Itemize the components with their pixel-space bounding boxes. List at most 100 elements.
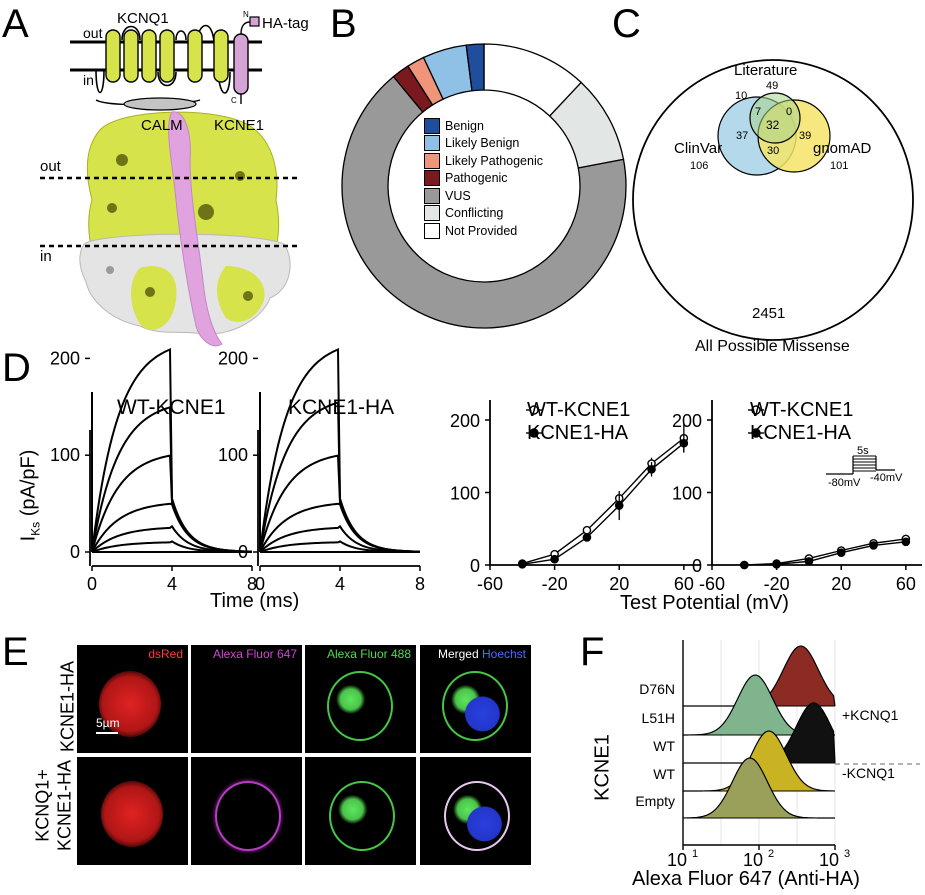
y-tick-label: 200 <box>672 411 702 431</box>
flow-histograms: D76N L51H WT WT Empty 10 1 10 2 10 3 <box>635 640 920 870</box>
legend-marker-filled <box>751 428 761 438</box>
y-tick-label: 100 <box>672 484 702 504</box>
literature-count: 49 <box>766 80 779 92</box>
total-missense-count: 2451 <box>752 305 786 322</box>
legend-marker-open <box>751 405 761 415</box>
legend-swatch <box>424 187 440 204</box>
flow-histogram <box>683 646 835 706</box>
venn-count-7: 7 <box>755 106 762 118</box>
data-point <box>869 541 878 550</box>
legend-label: VUS <box>445 188 471 203</box>
legend-ha-iv1: KCNE1-HA <box>527 422 629 444</box>
gnomad-label: gnomAD <box>813 140 872 157</box>
out-label: out <box>83 25 103 41</box>
panel-letter-b: B <box>330 2 357 46</box>
panel-letter-d: D <box>2 346 31 390</box>
cell-signal <box>327 671 393 741</box>
x-tick-label: 0 <box>87 574 97 594</box>
x-tick-exponent: 2 <box>768 848 774 860</box>
x-tick-label: 8 <box>247 574 257 594</box>
data-point <box>901 537 911 547</box>
data-point <box>647 464 656 474</box>
x-tick-label: 0 <box>255 574 265 594</box>
venn-count-30: 30 <box>767 145 780 157</box>
fit-line <box>744 541 906 566</box>
flow-y-axis-label: KCNE1 <box>591 734 614 801</box>
x-tick-label: 60 <box>896 574 916 594</box>
venn-count-10: 10 <box>735 90 748 102</box>
legend-swatch <box>424 152 440 169</box>
legend-marker-filled <box>529 428 539 438</box>
data-point <box>679 438 689 448</box>
x-tick-label: 4 <box>167 574 177 594</box>
flow-histogram <box>683 703 835 763</box>
legend-ha-iv2: KCNE1-HA <box>750 422 852 444</box>
venn-count-39: 39 <box>799 130 812 142</box>
y-tick-label: 200 <box>450 411 480 431</box>
data-point <box>582 533 592 542</box>
in-label: in <box>83 72 94 88</box>
panel-letter-e: E <box>2 630 29 674</box>
structure-out-label: out <box>40 158 61 175</box>
channel-label: Alexa Fluor 488 <box>326 647 411 661</box>
legend-swatch <box>424 117 440 134</box>
x-tick-exponent: 1 <box>692 848 698 860</box>
x-tick-label: -60 <box>699 574 725 594</box>
legend-item: Not Provided <box>424 222 543 240</box>
y-tick-label: 200 <box>50 348 80 368</box>
legend-label: Likely Benign <box>445 136 520 151</box>
current-trace <box>259 348 421 553</box>
x-tick-label: -20 <box>542 574 568 594</box>
legend-label: Likely Pathogenic <box>445 153 543 168</box>
row-label: WT <box>653 766 675 782</box>
x-tick-label: 10 <box>819 850 839 870</box>
y-tick-label: 100 <box>218 445 248 465</box>
all-missense-caption: All Possible Missense <box>695 338 850 355</box>
legend-wt-iv1: WT-KCNE1 <box>527 399 631 421</box>
x-tick-label: 20 <box>609 574 629 594</box>
scale-bar-label: 5µm <box>96 716 120 730</box>
data-point <box>804 557 814 566</box>
gnomad-count: 101 <box>830 160 849 172</box>
legend-item: Conflicting <box>424 205 543 223</box>
y-tick-label: 0 <box>70 542 80 562</box>
data-point <box>772 559 781 569</box>
micrograph-tile <box>420 757 531 865</box>
legend-label: Pathogenic <box>445 171 508 186</box>
x-tick-label: 60 <box>674 574 694 594</box>
current-trace <box>91 348 253 553</box>
micrograph-tile: Alexa Fluor 488 <box>305 645 416 753</box>
classification-legend: Benign Likely Benign Likely Pathogenic Path… <box>424 117 543 240</box>
row-label: WT <box>653 738 675 754</box>
row-label: Empty <box>635 793 675 809</box>
x-tick-exponent: 3 <box>844 848 850 860</box>
cell-signal <box>444 781 510 851</box>
wt-kcne1-current-traces: 0 4 8 0 100 200 <box>50 348 257 594</box>
trace-title-ha: KCNE1-HA <box>288 396 395 419</box>
legend-swatch <box>424 205 440 222</box>
cell-signal <box>215 781 281 851</box>
cell-signal <box>442 671 508 741</box>
micrograph-tile: Alexa Fluor 647 <box>191 645 302 753</box>
protocol-hold-label: -80mV <box>828 477 861 489</box>
row-label: D76N <box>639 681 675 697</box>
literature-label: Literature <box>734 62 798 79</box>
micrograph-tile <box>77 757 188 865</box>
clinvar-label: ClinVar <box>674 140 723 157</box>
cell-signal <box>101 781 163 847</box>
y-tick-label: 100 <box>50 445 80 465</box>
venn-count-37: 37 <box>736 130 749 142</box>
legend-swatch <box>424 222 440 239</box>
legend-swatch <box>424 135 440 152</box>
c-terminus-label: C <box>231 96 237 105</box>
micrograph-tile: dsRed <box>77 645 188 753</box>
data-point <box>614 501 624 510</box>
legend-swatch <box>424 170 440 187</box>
clinvar-count: 106 <box>690 160 709 172</box>
venn-count-32: 32 <box>766 118 780 132</box>
legend-item: Likely Benign <box>424 135 543 153</box>
